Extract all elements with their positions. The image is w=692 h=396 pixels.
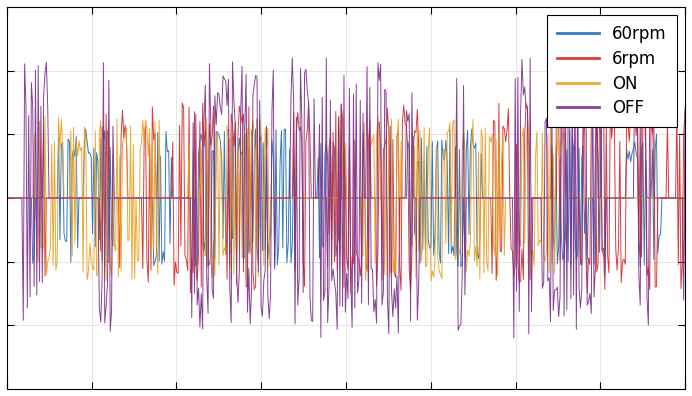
OFF [330, 279, 338, 284]
OFF [510, 335, 518, 340]
6rpm [3, 196, 11, 200]
OFF [288, 55, 296, 60]
6rpm [330, 260, 338, 265]
60rpm [329, 140, 337, 145]
ON [3, 196, 11, 200]
Line: 6rpm: 6rpm [7, 103, 685, 293]
Line: 60rpm: 60rpm [7, 128, 685, 268]
60rpm [406, 239, 415, 244]
60rpm [681, 196, 689, 200]
ON [427, 278, 435, 283]
OFF [561, 95, 570, 100]
6rpm [304, 101, 313, 105]
Line: OFF: OFF [7, 58, 685, 338]
60rpm [558, 257, 567, 262]
Legend: 60rpm, 6rpm, ON, OFF: 60rpm, 6rpm, ON, OFF [547, 15, 677, 127]
ON [561, 196, 570, 200]
60rpm [567, 265, 575, 270]
6rpm [681, 109, 689, 114]
6rpm [372, 284, 381, 289]
ON [408, 196, 416, 200]
ON [667, 196, 675, 200]
6rpm [409, 145, 417, 150]
ON [681, 255, 689, 260]
60rpm [325, 231, 333, 236]
60rpm [592, 126, 601, 131]
ON [371, 261, 379, 265]
60rpm [370, 196, 378, 200]
ON [325, 196, 333, 200]
OFF [371, 297, 379, 302]
6rpm [561, 196, 570, 200]
OFF [408, 91, 416, 95]
60rpm [667, 196, 675, 200]
ON [329, 196, 337, 200]
OFF [667, 196, 675, 200]
60rpm [3, 196, 11, 200]
6rpm [326, 133, 334, 138]
OFF [326, 98, 334, 103]
OFF [681, 105, 689, 110]
6rpm [667, 196, 675, 200]
ON [336, 114, 344, 118]
OFF [3, 196, 11, 200]
6rpm [347, 291, 355, 295]
Line: ON: ON [7, 116, 685, 281]
